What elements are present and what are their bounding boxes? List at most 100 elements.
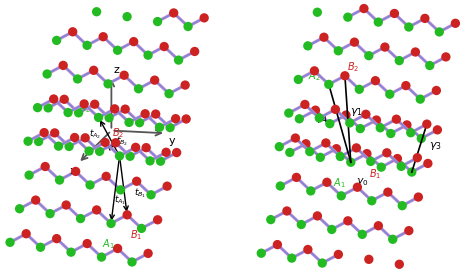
Text: $B_2$: $B_2$ bbox=[347, 61, 359, 75]
Point bbox=[55, 144, 63, 148]
Point bbox=[307, 189, 315, 193]
Point bbox=[90, 68, 98, 73]
Point bbox=[373, 118, 380, 122]
Text: $B_1$: $B_1$ bbox=[369, 167, 382, 181]
Point bbox=[376, 126, 384, 130]
Point bbox=[395, 262, 403, 267]
Point bbox=[16, 206, 23, 211]
Point bbox=[130, 39, 137, 44]
Point bbox=[313, 10, 321, 14]
Text: z: z bbox=[114, 65, 119, 75]
Text: $A_2$: $A_2$ bbox=[308, 69, 321, 83]
Point bbox=[141, 112, 149, 116]
Point bbox=[136, 120, 143, 125]
Point bbox=[166, 125, 174, 130]
Point bbox=[41, 164, 49, 169]
Point bbox=[154, 19, 161, 24]
Point bbox=[377, 165, 385, 169]
Point bbox=[182, 117, 190, 121]
Point bbox=[144, 251, 152, 256]
Point bbox=[344, 219, 352, 223]
Point bbox=[191, 49, 199, 54]
Point bbox=[314, 214, 321, 218]
Point bbox=[71, 135, 79, 140]
Point bbox=[292, 175, 300, 180]
Point bbox=[365, 54, 373, 58]
Point bbox=[75, 111, 82, 115]
Point bbox=[24, 139, 32, 143]
Text: $\gamma_0$: $\gamma_0$ bbox=[356, 176, 368, 188]
Point bbox=[452, 21, 459, 26]
Point bbox=[34, 106, 41, 110]
Point bbox=[85, 149, 93, 153]
Point bbox=[417, 97, 424, 101]
Point bbox=[413, 156, 421, 160]
Point bbox=[407, 131, 415, 135]
Point bbox=[64, 110, 72, 115]
Point bbox=[101, 140, 109, 145]
Point bbox=[356, 126, 364, 131]
Point bbox=[32, 198, 39, 202]
Point bbox=[133, 179, 140, 183]
Point bbox=[82, 136, 89, 140]
Point bbox=[335, 252, 342, 256]
Point bbox=[384, 190, 392, 194]
Point bbox=[37, 245, 45, 249]
Point bbox=[426, 63, 434, 68]
Point bbox=[304, 247, 312, 252]
Point bbox=[397, 164, 405, 169]
Point bbox=[301, 102, 309, 107]
Point bbox=[389, 237, 397, 242]
Point bbox=[267, 217, 274, 222]
Point bbox=[151, 78, 158, 82]
Point bbox=[335, 49, 342, 53]
Point bbox=[306, 149, 314, 154]
Point bbox=[393, 156, 401, 161]
Point bbox=[142, 146, 150, 150]
Point bbox=[365, 257, 373, 261]
Point bbox=[323, 180, 331, 184]
Point bbox=[423, 122, 431, 126]
Point bbox=[320, 35, 328, 39]
Point bbox=[157, 159, 164, 163]
Point bbox=[120, 73, 128, 78]
Point bbox=[342, 113, 350, 117]
Text: $B_2$: $B_2$ bbox=[112, 126, 125, 140]
Point bbox=[165, 91, 173, 96]
Point bbox=[83, 241, 91, 246]
Point bbox=[408, 170, 416, 174]
Point bbox=[105, 116, 113, 120]
Text: $t_{A_1}$: $t_{A_1}$ bbox=[114, 194, 126, 207]
Point bbox=[337, 194, 345, 198]
Point bbox=[201, 16, 208, 20]
Point bbox=[60, 97, 68, 101]
Point bbox=[111, 107, 118, 111]
Point bbox=[436, 30, 443, 34]
Point bbox=[147, 193, 155, 197]
Point bbox=[74, 77, 82, 81]
Point bbox=[354, 185, 361, 189]
Point bbox=[46, 211, 54, 216]
Point bbox=[402, 84, 410, 88]
Point bbox=[367, 159, 374, 163]
Point bbox=[337, 154, 344, 159]
Point bbox=[182, 83, 189, 87]
Point bbox=[328, 227, 336, 232]
Point bbox=[387, 131, 394, 136]
Point bbox=[123, 14, 131, 19]
Text: $A_1$: $A_1$ bbox=[333, 176, 346, 190]
Point bbox=[96, 149, 103, 153]
Point bbox=[69, 30, 76, 34]
Point bbox=[418, 136, 425, 141]
Point bbox=[405, 25, 412, 29]
Point bbox=[53, 38, 60, 43]
Point bbox=[83, 43, 91, 48]
Point bbox=[104, 82, 112, 86]
Text: $\gamma_1$: $\gamma_1$ bbox=[350, 106, 363, 118]
Point bbox=[72, 169, 80, 174]
Point bbox=[276, 184, 284, 188]
Text: y: y bbox=[168, 136, 175, 146]
Point bbox=[100, 35, 107, 39]
Point bbox=[43, 72, 51, 76]
Point bbox=[156, 125, 164, 129]
